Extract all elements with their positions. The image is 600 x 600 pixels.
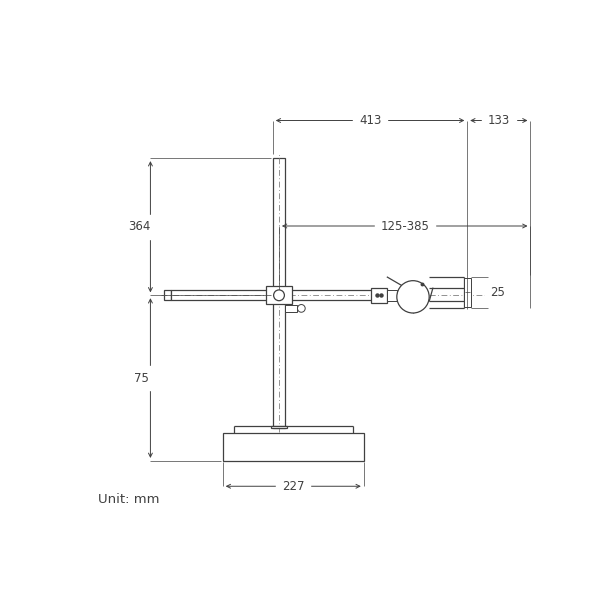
Bar	[266, 286, 292, 304]
Circle shape	[397, 281, 429, 313]
Text: 227: 227	[282, 480, 305, 493]
Circle shape	[274, 290, 284, 301]
Bar	[171, 290, 380, 301]
Bar	[387, 290, 397, 301]
Bar	[285, 305, 298, 312]
Bar	[164, 290, 171, 301]
Circle shape	[298, 305, 305, 312]
Bar	[271, 426, 287, 428]
Text: Unit: mm: Unit: mm	[98, 493, 160, 506]
Text: 75: 75	[134, 371, 149, 385]
Text: 125-385: 125-385	[380, 220, 429, 232]
Bar	[223, 433, 364, 461]
Text: 25: 25	[490, 286, 505, 299]
Bar	[464, 278, 471, 307]
Text: 364: 364	[128, 220, 151, 233]
Text: 413: 413	[359, 114, 381, 127]
Bar	[371, 288, 387, 302]
Text: 133: 133	[488, 114, 510, 127]
Bar	[273, 158, 285, 428]
